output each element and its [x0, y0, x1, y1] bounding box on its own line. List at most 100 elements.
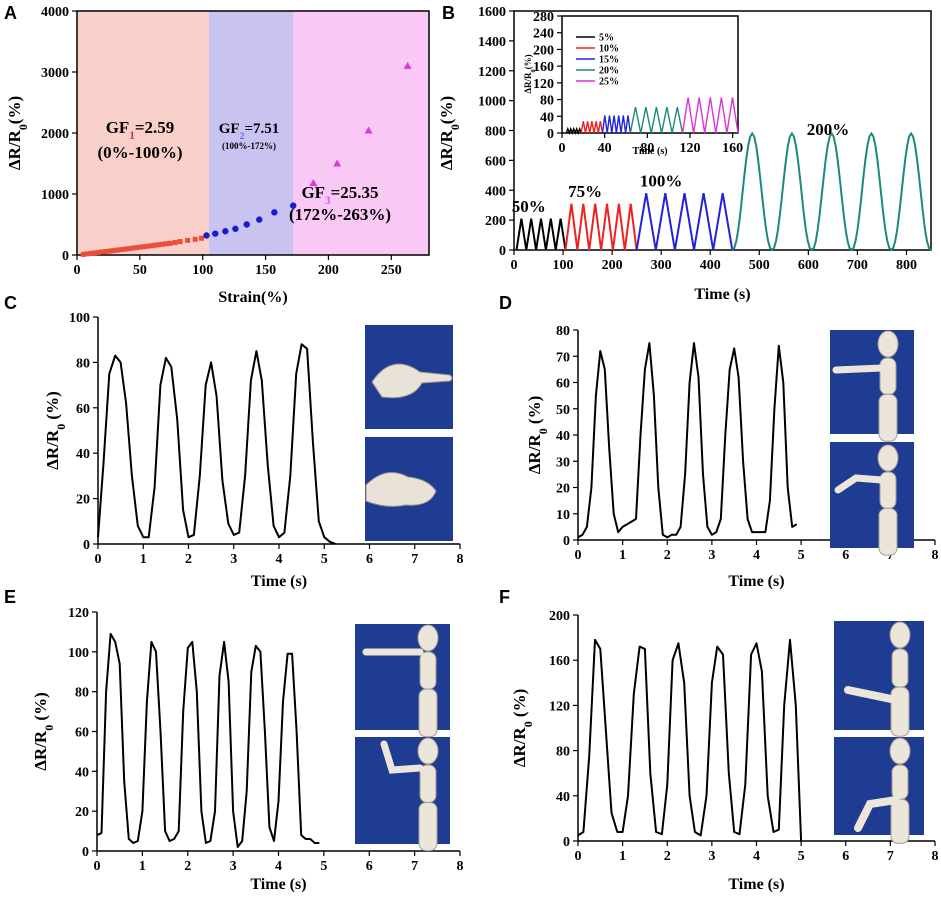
x-axis-label: Time (s)	[728, 573, 784, 590]
x-tick-label: 0	[74, 263, 81, 278]
data-point	[364, 126, 373, 134]
y-tick-label: 10	[556, 508, 570, 523]
signal-line	[577, 342, 798, 539]
mannequin-photo-arm-raised	[355, 737, 450, 852]
y-axis-label: ΔR/R0 (%)	[31, 692, 56, 770]
data-point	[144, 243, 150, 249]
data-point	[222, 228, 229, 235]
y-axis-label: ΔR/R0(%)	[437, 96, 462, 170]
data-point	[122, 246, 128, 252]
y-tick-label: 200	[549, 609, 570, 624]
y-tick-label: 0	[499, 244, 506, 259]
data-point	[159, 241, 165, 247]
x-tick-label: 0	[559, 141, 566, 156]
mannequin-photo-arm-out	[355, 624, 450, 738]
gf-range: (172%-263%)	[289, 205, 391, 224]
x-tick-label: 2	[664, 849, 671, 864]
y-tick-label: 400	[485, 184, 506, 199]
data-point	[198, 235, 204, 241]
y-tick-label: 1000	[478, 95, 506, 110]
x-tick-label: 0	[511, 258, 518, 273]
y-axis-label: ΔR/R0 (%)	[525, 396, 550, 474]
mannequin-legs	[878, 507, 898, 556]
y-tick-label: 200	[485, 214, 506, 229]
legend-label: 15%	[599, 55, 619, 66]
data-point	[271, 209, 278, 216]
x-tick-label: 4	[753, 548, 760, 563]
y-tick-label: 1000	[41, 188, 69, 203]
x-tick-label: 2	[664, 548, 671, 563]
x-tick-label: 5	[798, 849, 805, 864]
x-tick-label: 3	[230, 552, 237, 567]
legend-label: 5%	[599, 33, 614, 44]
y-tick-label: 80	[556, 745, 570, 760]
inset-background	[562, 16, 738, 133]
x-tick-label: 800	[896, 258, 917, 273]
data-point	[137, 244, 143, 250]
data-point	[290, 202, 297, 209]
data-point	[141, 244, 147, 250]
y-tick-label: 0	[563, 835, 570, 850]
x-tick-label: 6	[366, 859, 373, 874]
x-tick-label: 400	[700, 258, 721, 273]
y-tick-label: 4000	[41, 5, 69, 20]
x-tick-label: 5	[320, 859, 327, 874]
x-tick-label: 6	[842, 548, 849, 563]
x-tick-label: 40	[598, 141, 612, 156]
mannequin-legs	[890, 686, 910, 737]
data-point	[212, 230, 219, 237]
x-tick-label: 80	[640, 141, 654, 156]
data-point	[309, 179, 318, 187]
chart-D: 01234567801020304050607080Time (s)ΔR/R0 …	[525, 324, 939, 590]
data-point	[99, 249, 105, 255]
y-tick-label: 0	[563, 534, 570, 549]
y-tick-label: 1400	[478, 35, 506, 50]
y-tick-label: 0	[83, 538, 90, 553]
y-tick-label: 40	[75, 765, 89, 780]
x-tick-label: 600	[798, 258, 819, 273]
data-point	[95, 249, 101, 255]
x-tick-label: 8	[457, 552, 464, 567]
mannequin-photo-arm-bent	[830, 442, 914, 556]
y-tick-label: 240	[533, 27, 554, 42]
y-tick-label: 20	[76, 493, 90, 508]
data-point	[126, 246, 132, 252]
panel-label-F: F	[499, 587, 510, 607]
data-point	[232, 225, 239, 232]
segment-label: 200%	[807, 120, 850, 139]
data-point	[107, 248, 113, 254]
series-line-50pct	[515, 218, 567, 251]
data-point	[110, 248, 116, 254]
signal-line	[97, 343, 336, 545]
x-tick-label: 6	[366, 552, 373, 567]
strain-region	[77, 11, 209, 255]
y-tick-label: 70	[556, 350, 570, 365]
y-axis-label: ΔR/R0 (%)	[510, 689, 535, 767]
data-point	[88, 250, 94, 256]
mannequin-torso	[419, 651, 437, 690]
y-tick-label: 50	[556, 403, 570, 418]
mannequin-torso	[891, 764, 909, 800]
inset-x-axis-label: Time (s)	[632, 146, 667, 157]
x-tick-label: 8	[457, 859, 464, 874]
x-tick-label: 4	[275, 859, 282, 874]
plot-frame	[561, 15, 739, 134]
data-point	[133, 245, 139, 251]
data-point	[163, 241, 169, 247]
y-tick-label: 100	[68, 646, 89, 661]
y-tick-label: 100	[69, 311, 90, 326]
y-tick-label: 200	[533, 43, 554, 58]
x-tick-label: 300	[651, 258, 672, 273]
mannequin-arm	[832, 364, 886, 374]
mannequin-legs	[890, 798, 910, 844]
mannequin-torso	[419, 764, 437, 803]
data-point	[103, 249, 109, 255]
data-point	[172, 239, 178, 245]
x-tick-label: 150	[255, 263, 276, 278]
mannequin-arm	[380, 740, 424, 774]
mannequin-head	[889, 621, 911, 649]
mannequin-head	[417, 624, 439, 652]
inset-series-25pct	[681, 97, 739, 134]
mannequin-legs	[418, 801, 438, 852]
mannequin-legs	[878, 393, 898, 442]
